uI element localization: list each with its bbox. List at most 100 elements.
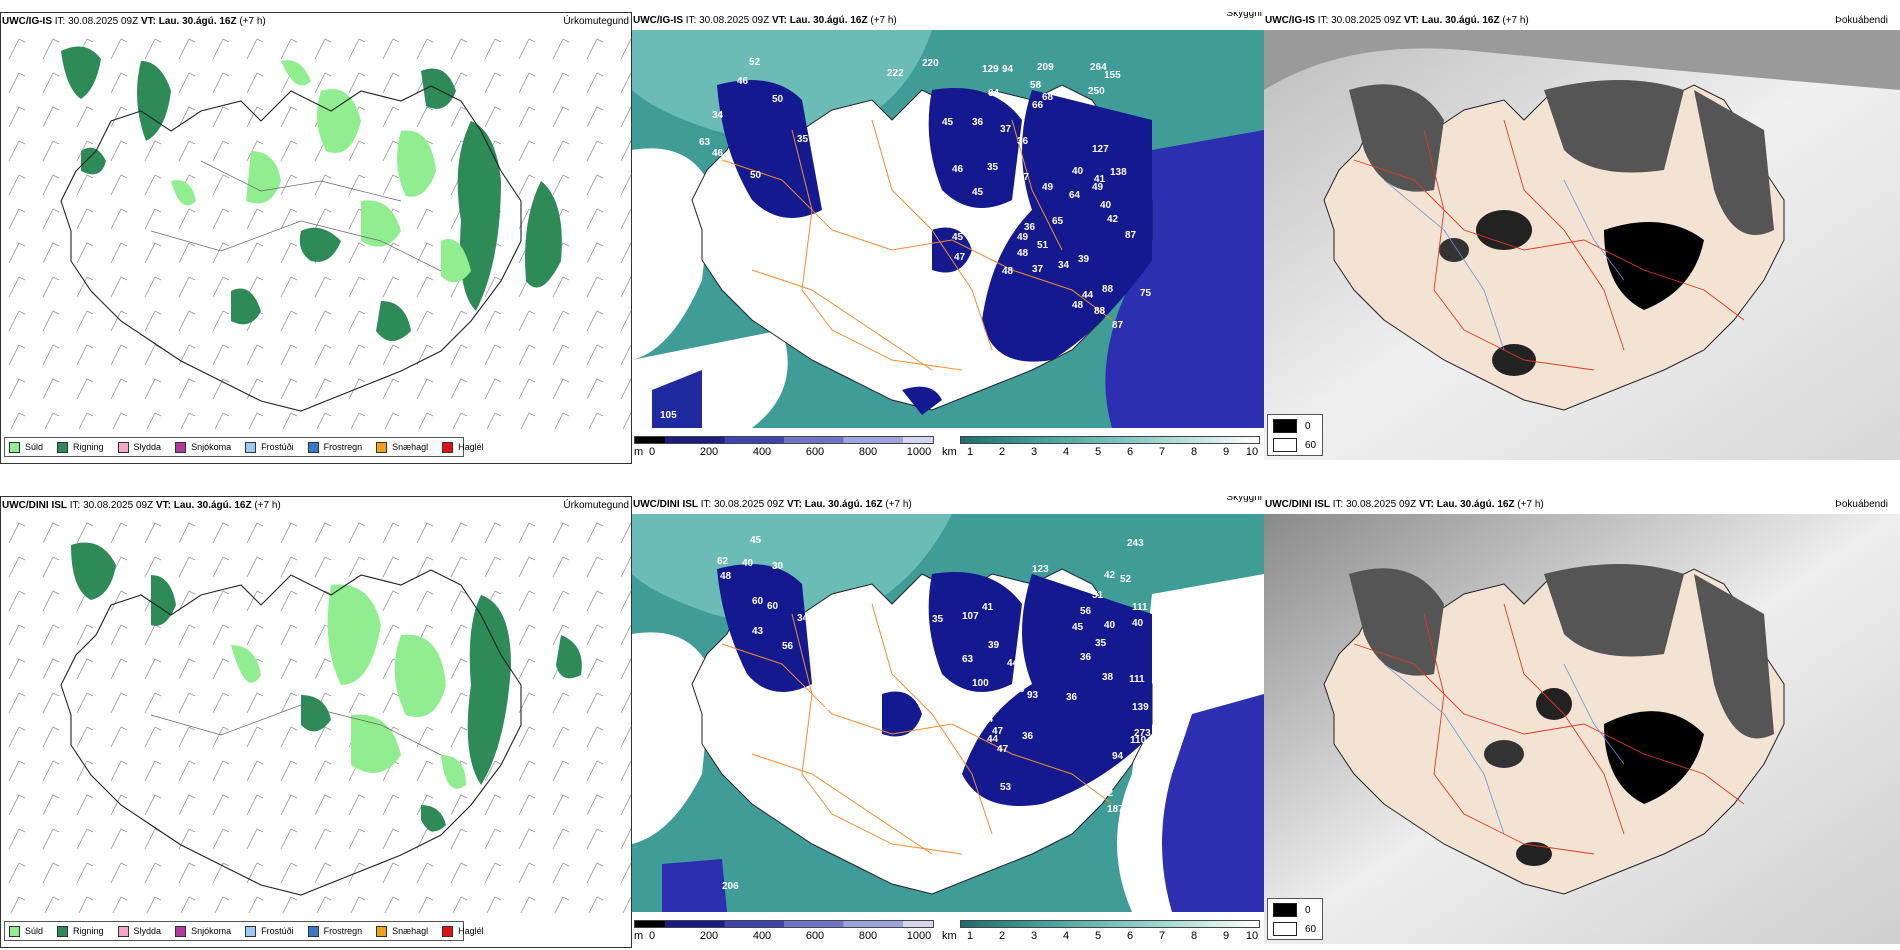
fog-map [1264,30,1900,460]
visibility-value-label: 63 [962,654,974,665]
visibility-value-label: 155 [1104,70,1121,81]
fog-map [1264,514,1900,944]
fog-legend: 0 60 [1267,414,1323,456]
panel-title: Skyggni [1226,12,1262,19]
visibility-value-label: 50 [750,170,762,181]
lead-time: (+7 h) [239,16,266,27]
panel-title: Úrkomutegund [563,16,629,27]
visibility-value-label: 37 [1018,172,1030,183]
visibility-value-label: 40 [742,198,754,209]
visibility-value-label: 64 [988,88,1000,99]
precip-map [1,515,631,913]
visibility-value-label: 38 [1102,672,1114,683]
height-scale-unit: m [634,930,644,942]
vt-value: Lau. 30.ágú. 16Z [1421,15,1500,26]
visibility-value-label: 42 [1107,214,1119,225]
visibility-value-label: 60 [752,596,764,607]
fog-panel-row2: UWC/DINI ISL IT: 30.08.2025 09Z VT: Lau.… [1264,496,1900,948]
it-value: 30.08.2025 09Z [699,15,770,26]
visibility-value-label: 127 [1092,144,1109,155]
visibility-value-label: 46 [952,164,964,175]
visibility-value-label: 94 [1002,64,1014,75]
visibility-value-label: 34 [1058,260,1070,271]
visibility-value-label: 39 [988,640,1000,651]
vt-value: Lau. 30.ágú. 16Z [1436,499,1515,510]
fog-legend-black: 0 [1273,903,1311,917]
visibility-value-label: 54 [752,222,764,233]
panel-header: UWC/DINI ISL IT: 30.08.2025 09Z VT: Lau.… [632,496,1264,514]
visibility-value-label: 54 [972,272,984,283]
vt-label: VT: [155,500,171,511]
visibility-value-label: 87 [1125,230,1137,241]
fog-map-svg [1264,514,1900,944]
visibility-value-label: 45 [972,187,984,198]
vt-label: VT: [771,15,787,26]
visibility-value-label: 139 [1132,702,1149,713]
visibility-value-label: 206 [722,881,739,892]
vt-value: Lau. 30.ágú. 16Z [789,15,868,26]
visibility-map: 52 46 50 34 63 46 35 44 50 40 54 41 222 220 129 94 209 58… [632,30,1264,428]
visibility-value-label: 93 [1027,690,1039,701]
vt-label: VT: [786,499,802,510]
visibility-value-label: 37 [1000,124,1012,135]
visibility-value-label: 200 [1008,684,1025,695]
fog-legend-white: 60 [1273,922,1316,936]
visibility-panel-row2: UWC/DINI ISL IT: 30.08.2025 09Z VT: Lau.… [632,496,1264,948]
visibility-value-label: 41 [900,377,912,388]
precip-legend: Súld Rigning Slydda Snjókoma Frostúði Fr… [4,921,484,941]
visibility-value-label: 49 [1017,232,1029,243]
visibility-value-label: 187 [1107,804,1124,815]
panel-title: Þokuábendi [1835,499,1888,510]
it-label: IT: [69,500,81,511]
vt-value: Lau. 30.ágú. 16Z [173,500,252,511]
visibility-scale-unit: km [942,930,957,942]
lead-time: (+7 h) [1502,15,1529,26]
it-label: IT: [1317,15,1329,26]
visibility-value-label: 35 [932,614,944,625]
visibility-value-label: 222 [887,68,904,79]
visibility-value-label: 43 [752,626,764,637]
panel-title: Skyggni [1226,496,1262,503]
visibility-value-label: 63 [699,137,711,148]
visibility-value-label: 35 [987,162,999,173]
visibility-value-label: 40 [1072,166,1084,177]
visibility-value-label: 110 [1130,735,1147,746]
visibility-value-label: 47 [997,744,1009,755]
visibility-value-label: 47 [992,726,1004,737]
visibility-value-label: 50 [742,706,754,717]
vt-label: VT: [140,16,156,27]
visibility-scale-ticks: 1 2 3 4 5 6 7 8 9 10 [966,446,1259,458]
vt-label: VT: [1418,499,1434,510]
visibility-value-label: 138 [1110,167,1127,178]
precip-map [1,31,631,429]
it-value: 30.08.2025 09Z [68,16,139,27]
visibility-scale-unit: km [942,446,957,458]
visibility-value-label: 209 [1037,62,1054,73]
visibility-value-label: 40 [1100,200,1112,211]
visibility-value-label: 105 [660,410,677,421]
visibility-value-label: 39 [1078,254,1090,265]
visibility-value-label: 42 [1104,570,1116,581]
visibility-value-label: 48 [1002,266,1014,277]
height-scale-ticks: 0 200 400 600 800 1000 [648,930,932,942]
lead-time: (+7 h) [1517,499,1544,510]
visibility-value-label: 35 [1095,638,1107,649]
visibility-value-label: 41 [1094,174,1106,185]
visibility-value-label: 88 [1102,284,1114,295]
legend-item: Súld [9,925,43,937]
visibility-value-label: 58 [1030,80,1042,91]
visibility-value-label: 41 [982,602,994,613]
visibility-value-label: 36 [972,117,984,128]
visibility-value-label: 243 [1127,538,1144,549]
visibility-value-label: 273 [1134,728,1151,739]
model-name: UWC/IG-IS [2,16,52,27]
it-label: IT: [685,15,697,26]
visibility-value-label: 100 [972,678,989,689]
it-value: 30.08.2025 09Z [1346,499,1417,510]
visibility-value-label: 264 [1090,62,1107,73]
visibility-value-label: 37 [1032,264,1044,275]
it-label: IT: [700,499,712,510]
visibility-value-label: 40 [1104,620,1116,631]
